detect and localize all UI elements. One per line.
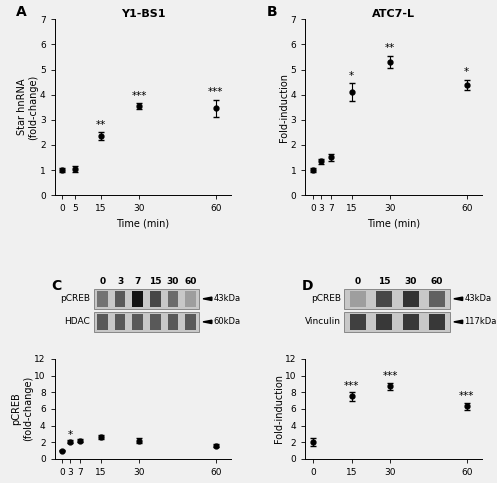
Text: 0: 0 xyxy=(354,277,361,286)
Text: ***: *** xyxy=(131,91,147,101)
Bar xyxy=(429,291,445,307)
Text: C: C xyxy=(51,279,62,293)
Text: A: A xyxy=(16,5,26,19)
Text: HDAC: HDAC xyxy=(64,317,90,327)
Bar xyxy=(344,312,450,332)
Text: 60: 60 xyxy=(184,277,197,286)
Text: B: B xyxy=(266,5,277,19)
X-axis label: Time (min): Time (min) xyxy=(367,219,420,229)
Text: **: ** xyxy=(95,120,106,130)
Text: ***: *** xyxy=(344,381,359,390)
Bar xyxy=(97,314,108,330)
Text: 60: 60 xyxy=(431,277,443,286)
Bar xyxy=(132,314,143,330)
Polygon shape xyxy=(454,320,463,324)
Text: ***: *** xyxy=(459,391,475,401)
Polygon shape xyxy=(454,297,463,300)
Bar xyxy=(185,291,196,307)
Bar xyxy=(349,291,365,307)
Bar xyxy=(376,314,392,330)
Text: **: ** xyxy=(385,43,395,53)
Bar xyxy=(150,314,161,330)
Bar xyxy=(115,291,125,307)
Text: 60kDa: 60kDa xyxy=(214,317,241,327)
Bar xyxy=(376,291,392,307)
Bar xyxy=(403,291,418,307)
Bar xyxy=(150,291,161,307)
Bar xyxy=(344,289,450,309)
Text: ***: *** xyxy=(382,371,398,382)
Text: 117kDa: 117kDa xyxy=(464,317,497,327)
Bar xyxy=(167,314,178,330)
Bar xyxy=(429,314,445,330)
Text: pCREB: pCREB xyxy=(311,294,341,303)
Text: 0: 0 xyxy=(99,277,105,286)
Bar xyxy=(185,314,196,330)
Bar xyxy=(349,314,365,330)
Bar xyxy=(132,291,143,307)
Polygon shape xyxy=(203,297,212,300)
Text: 30: 30 xyxy=(405,277,417,286)
Text: 43kDa: 43kDa xyxy=(464,294,492,303)
Bar xyxy=(93,312,199,332)
Text: ***: *** xyxy=(208,87,224,97)
Text: *: * xyxy=(464,67,469,77)
Text: 30: 30 xyxy=(167,277,179,286)
Text: *: * xyxy=(349,71,354,81)
Bar xyxy=(115,314,125,330)
Text: Vinculin: Vinculin xyxy=(305,317,341,327)
Text: 43kDa: 43kDa xyxy=(214,294,241,303)
Y-axis label: Star hnRNA
(fold-change): Star hnRNA (fold-change) xyxy=(17,74,38,140)
Text: 15: 15 xyxy=(378,277,390,286)
Text: pCREB: pCREB xyxy=(60,294,90,303)
Bar xyxy=(403,314,418,330)
Bar xyxy=(93,289,199,309)
Text: 15: 15 xyxy=(149,277,162,286)
Y-axis label: Fold-induction: Fold-induction xyxy=(279,73,289,142)
Bar xyxy=(97,291,108,307)
Y-axis label: Fold-induction: Fold-induction xyxy=(273,374,284,443)
Text: *: * xyxy=(68,429,73,440)
Polygon shape xyxy=(203,320,212,324)
Y-axis label: pCREB
(fold-change): pCREB (fold-change) xyxy=(11,376,33,441)
Text: 3: 3 xyxy=(117,277,123,286)
Text: 7: 7 xyxy=(135,277,141,286)
Title: Y1-BS1: Y1-BS1 xyxy=(121,9,165,18)
X-axis label: Time (min): Time (min) xyxy=(116,219,169,229)
Text: D: D xyxy=(302,279,314,293)
Bar xyxy=(167,291,178,307)
Title: ATC7-L: ATC7-L xyxy=(372,9,415,18)
